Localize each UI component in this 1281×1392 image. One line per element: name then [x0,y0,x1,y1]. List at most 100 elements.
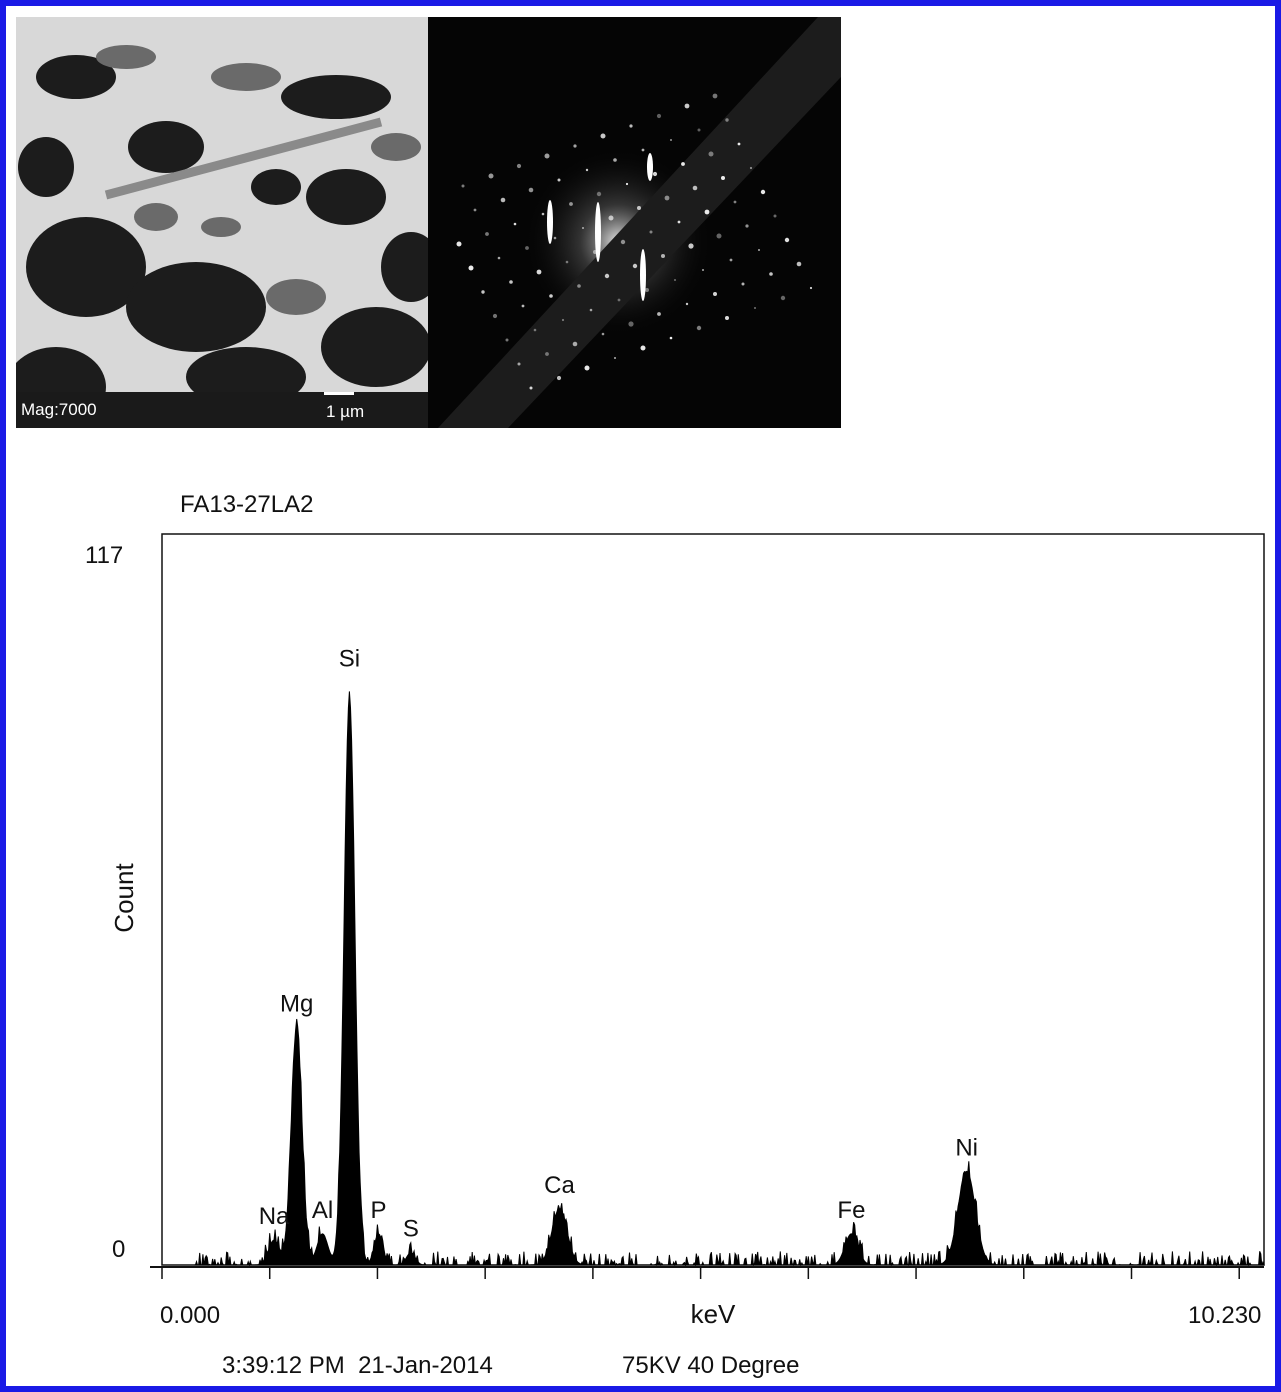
diffraction-spot [536,269,542,275]
peak-labels: Na Mg Al Si PS Ca Fe Ni [259,645,978,1242]
diffraction-spot [758,249,760,251]
diffraction-spot [613,158,617,162]
diffraction-spot [600,133,606,139]
diffraction-spot [473,208,477,212]
peak-label-mg: Mg [280,991,313,1018]
diffraction-spot [577,284,581,288]
diffraction-spot [664,195,670,201]
diffraction-spot [604,273,610,279]
diffraction-spot [674,279,676,281]
diffraction-spot [481,290,485,294]
diffraction-spot [697,128,701,132]
x-axis-label: keV [691,1299,736,1329]
peak-label-fe: Fe [837,1197,865,1224]
peak-label-ni: Ni [955,1134,978,1161]
diffraction-spot [656,113,662,119]
diffraction-spot [725,118,729,122]
diffraction-spot [708,151,714,157]
diffraction-spot [485,232,489,236]
diffraction-spot [528,187,534,193]
diffraction-spot [509,280,513,284]
diffraction-spot [696,325,702,331]
diffraction-spot [712,93,718,99]
peak-label-p: P [371,1197,387,1224]
peak-label-al: Al [312,1197,333,1224]
diffraction-spot [596,191,602,197]
diffraction-spot [497,256,501,260]
diffraction-spot [733,200,737,204]
diffraction-spot [525,246,529,250]
diffraction-spot [561,318,565,322]
peak-label-s: S [403,1216,419,1243]
diffraction-spot [741,282,745,286]
chart-title: FA13-27LA2 [180,491,313,518]
diffraction-spot [572,341,578,347]
diffraction-spot [492,313,498,319]
diffraction-spot [652,171,658,177]
bright-reflection [640,249,646,301]
diffraction-spot [541,212,545,216]
diffraction-spot [614,357,616,359]
diffraction-spot [780,295,786,301]
diffraction-spot [557,178,561,182]
diffraction-spot [677,220,681,224]
x-tick-label-min: 0.000 [160,1302,220,1329]
acquisition-timestamp: 3:39:12 PM 21-Jan-2014 [222,1352,493,1379]
magnification-label: Mag:7000 [21,400,97,419]
x-axis-ticks [161,1267,1240,1279]
diffraction-spot [625,182,629,186]
diffraction-spot [628,321,634,327]
diffraction-spot [692,185,698,191]
diffraction-spot [745,224,749,228]
diffraction-spot [640,345,646,351]
diffraction-spot [657,312,661,316]
diffraction-pattern [428,17,841,428]
diffraction-spot [456,241,462,247]
diffraction-spot [500,197,506,203]
diffraction-spot [632,263,638,269]
diffraction-spot [641,148,645,152]
diffraction-spot [637,206,641,210]
peak-label-si: Si [339,645,360,672]
diffraction-spot [573,144,577,148]
diffraction-spot [649,230,653,234]
diffraction-spot [620,239,626,245]
diffraction-spot [521,304,525,308]
diffraction-spot [468,265,474,271]
peak-label-na: Na [259,1203,290,1230]
bright-reflection [595,202,601,262]
diffraction-spot [544,153,550,159]
diffraction-spot [629,124,633,128]
acquisition-conditions: 75KV 40 Degree [622,1352,799,1379]
diffraction-spot [461,184,465,188]
y-axis-label: Count [109,863,139,933]
diffraction-spot [529,386,533,390]
diffraction-spot [549,294,553,298]
diffraction-spot [729,258,733,262]
diffraction-spot [688,243,694,249]
diffraction-spot [556,375,562,381]
bright-reflection [547,200,553,244]
diffraction-spot [702,269,704,271]
diffraction-spot [488,173,494,179]
diffraction-spot [681,162,685,166]
diffraction-spot [737,142,741,146]
diffraction-spot [585,168,589,172]
diffraction-spot [773,214,777,218]
diffraction-spot [809,286,813,290]
diffraction-spot [670,139,672,141]
diffraction-pattern-graphic [428,17,841,428]
diffraction-spot [725,316,729,320]
diffraction-spot [684,103,690,109]
tem-micrograph: Mag:7000 1 µm [16,17,428,428]
diffraction-spot [569,202,573,206]
diffraction-spot [589,308,593,312]
diffraction-spot [513,222,517,226]
diffraction-spot [565,260,569,264]
diffraction-spot [533,328,537,332]
diffraction-spot [760,189,766,195]
spectrum-series [194,691,1265,1267]
diffraction-spot [796,261,802,267]
tem-micrograph-graphic [16,17,428,428]
